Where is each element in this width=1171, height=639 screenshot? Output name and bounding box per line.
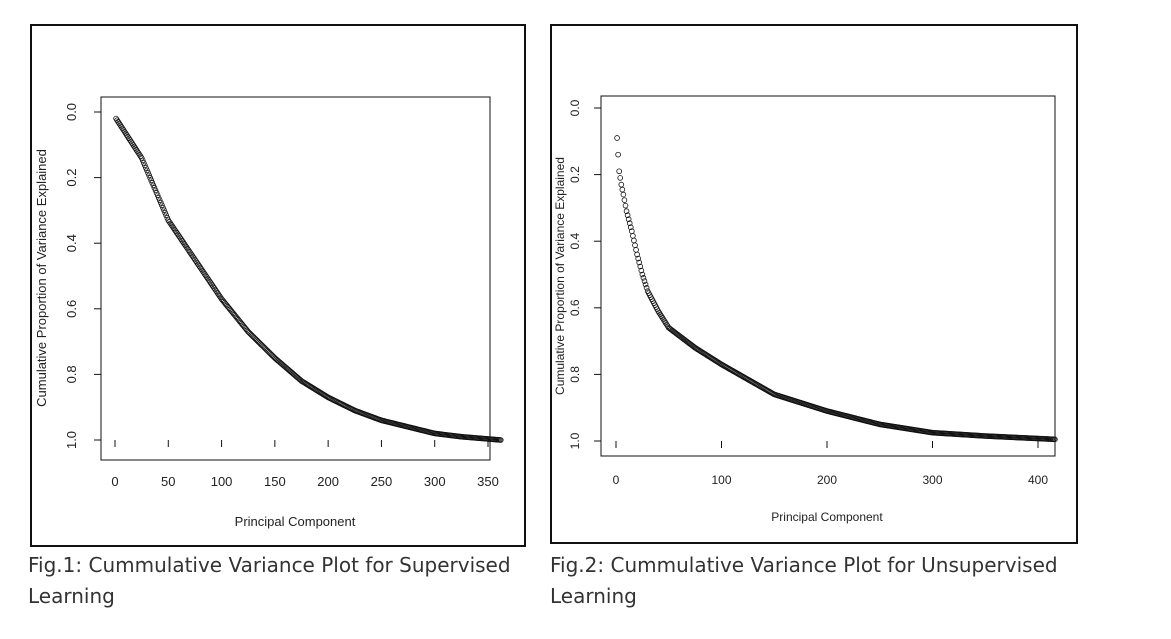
data-point <box>616 168 622 175</box>
data-point <box>626 220 633 227</box>
data-point <box>614 135 620 141</box>
data-point <box>634 251 640 258</box>
data-point <box>622 202 629 209</box>
y-tick-label: 0.0 <box>64 103 79 121</box>
y-tick-label: 0.0 <box>568 99 582 116</box>
y-tick-label: 0.6 <box>568 299 582 316</box>
data-point <box>138 155 145 161</box>
chart-2-y-axis-label: Cumulative Proportion of Variance Explai… <box>553 157 567 395</box>
data-point <box>156 197 163 204</box>
data-point <box>139 157 146 164</box>
data-point <box>151 185 158 191</box>
chart-2-y-ticks: 0.0 0.2 0.4 0.6 0.8 1.0 <box>568 99 601 449</box>
y-tick-label: 1.0 <box>64 431 79 449</box>
y-tick-label: 0.8 <box>64 365 79 383</box>
data-point <box>625 216 632 223</box>
y-tick-label: 0.4 <box>64 234 79 252</box>
x-tick-label: 150 <box>264 474 286 489</box>
data-point <box>631 237 637 244</box>
data-point <box>163 212 169 219</box>
data-point <box>637 263 644 270</box>
x-tick-label: 250 <box>371 474 393 489</box>
plot-frame-2 <box>600 95 1056 457</box>
data-point <box>148 177 155 184</box>
data-point <box>146 172 152 179</box>
x-tick-label: 350 <box>477 474 499 489</box>
data-point <box>1052 436 1058 443</box>
data-point <box>159 202 165 209</box>
data-point <box>620 191 627 198</box>
data-point <box>617 175 624 181</box>
data-point <box>161 207 167 214</box>
chart-1-points <box>113 115 504 443</box>
data-point <box>149 180 156 186</box>
chart-1-y-ticks: 0.0 0.2 0.4 0.6 0.8 1.0 <box>64 103 101 449</box>
data-point <box>144 167 150 174</box>
data-point <box>639 271 646 278</box>
data-point <box>627 224 634 231</box>
data-point <box>635 255 641 262</box>
y-tick-label: 0.4 <box>568 233 582 250</box>
figure-2-panel: 0 100 200 300 400 0.0 0.2 0.4 0.6 0.8 1.0 Princip… <box>550 24 1078 544</box>
data-point <box>147 175 153 181</box>
data-point <box>143 165 149 171</box>
chart-1-y-axis-label: Cumulative Proportion of Variance Explai… <box>34 149 49 407</box>
x-tick-label: 100 <box>711 473 731 487</box>
x-tick-label: 0 <box>111 474 118 489</box>
chart-2-points <box>614 135 1058 443</box>
data-point <box>145 170 151 176</box>
x-tick-label: 100 <box>211 474 233 489</box>
data-point <box>643 285 650 291</box>
data-point <box>636 259 643 266</box>
figure-1-panel: 0 50 100 150 200 250 300 350 0.0 0.2 0.4 0.6 0.8 1.0… <box>30 24 526 547</box>
figure-1-caption: Fig.1: Cummulative Variance Plot for Sup… <box>28 553 511 608</box>
data-point <box>497 437 504 443</box>
chart-2-x-axis-label: Principal Component <box>771 510 883 524</box>
figure-2-caption: Fig.2: Cummulative Variance Plot for Uns… <box>550 553 1058 608</box>
y-tick-label: 0.8 <box>568 366 582 383</box>
data-point <box>153 190 160 196</box>
y-tick-label: 0.6 <box>64 300 79 318</box>
x-tick-label: 400 <box>1028 473 1048 487</box>
chart-1-svg: 0 50 100 150 200 250 300 350 0.0 0.2 0.4 0.6 0.8 1.0… <box>34 96 504 529</box>
data-point <box>142 162 148 169</box>
plot-frame-1 <box>100 96 491 461</box>
data-point <box>633 247 639 253</box>
x-tick-label: 0 <box>613 473 620 487</box>
x-tick-label: 300 <box>424 474 446 489</box>
data-point <box>623 208 630 215</box>
data-point <box>140 160 147 166</box>
x-tick-label: 200 <box>817 473 837 487</box>
data-point <box>618 181 625 188</box>
data-point <box>162 209 168 216</box>
x-tick-label: 300 <box>922 473 942 487</box>
y-tick-label: 1.0 <box>568 432 582 449</box>
data-point <box>150 182 157 189</box>
chart-1-x-axis-label: Principal Component <box>235 514 356 529</box>
data-point <box>624 212 631 219</box>
data-point <box>615 151 621 158</box>
data-point <box>619 186 626 193</box>
data-point <box>641 278 648 284</box>
data-point <box>630 233 636 239</box>
chart-1-x-ticks: 0 50 100 150 200 250 300 350 <box>111 440 499 489</box>
data-point <box>160 204 166 211</box>
chart-2-svg: 0 100 200 300 400 0.0 0.2 0.4 0.6 0.8 1.0 Princip… <box>553 95 1058 524</box>
x-tick-label: 200 <box>317 474 339 489</box>
y-tick-label: 0.2 <box>568 166 582 183</box>
y-tick-label: 0.2 <box>64 169 79 187</box>
data-point <box>632 242 638 249</box>
data-point <box>158 199 164 206</box>
data-point <box>638 267 645 274</box>
chart-2-x-ticks: 0 100 200 300 400 <box>613 441 1048 487</box>
data-point <box>642 281 649 288</box>
data-point <box>154 192 161 199</box>
data-point <box>640 275 647 281</box>
data-point <box>155 195 162 201</box>
data-point <box>621 197 628 203</box>
x-tick-label: 50 <box>161 474 175 489</box>
data-point <box>152 187 159 194</box>
